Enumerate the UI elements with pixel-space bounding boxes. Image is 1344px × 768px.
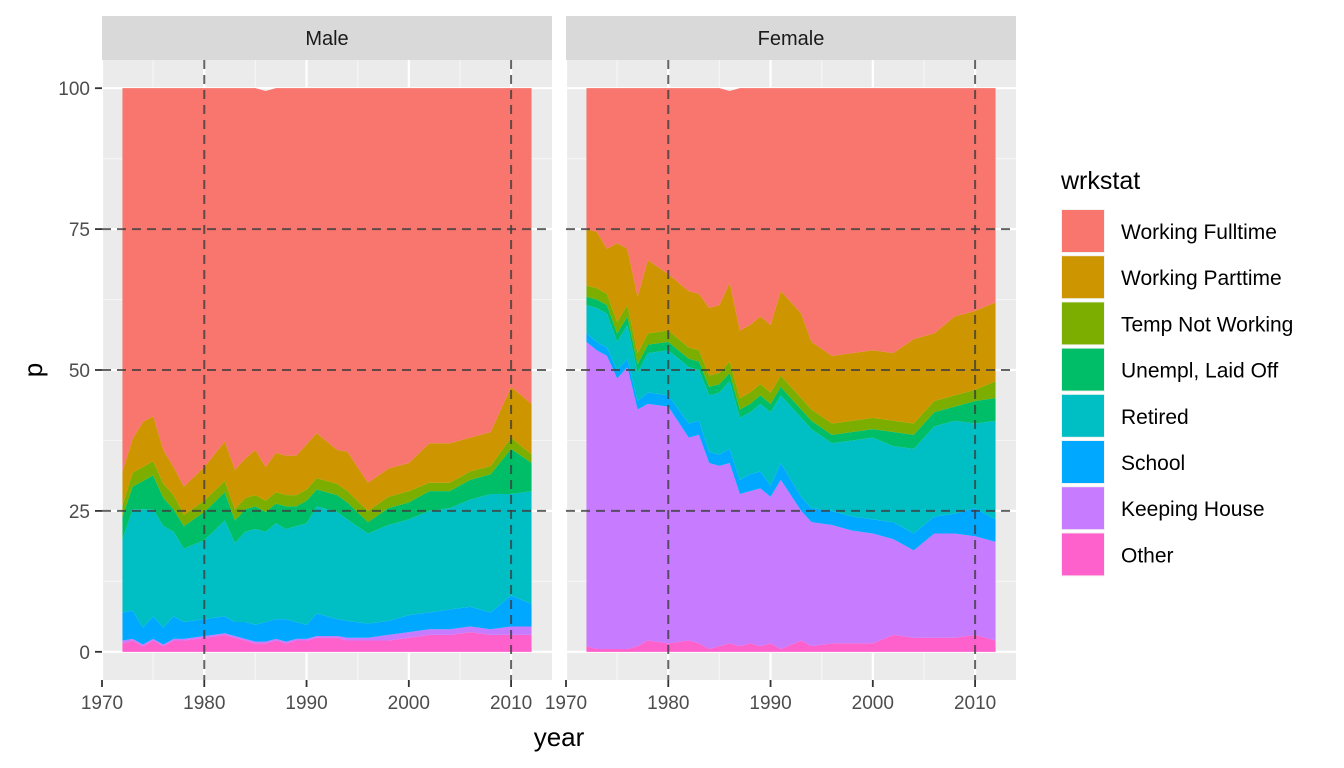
area-school-male [122,595,532,645]
x-tick-label: 1980 [647,693,689,714]
x-tick-label: 1970 [81,693,123,714]
area-working-fulltime-female [586,88,996,356]
legend-swatch-school [1062,441,1104,483]
x-tick-label: 2010 [954,693,996,714]
legend-items: Working Fulltime Working Parttime Temp Not… [1061,209,1293,577]
x-axis-male: 1970 1980 1990 2000 2010 [81,680,532,714]
panel-male: Male [100,16,552,680]
strip-label-male: Male [305,28,348,50]
area-school-female [586,333,996,551]
legend-label-temp-not-working: Temp Not Working [1121,313,1293,336]
x-axis-title: year [534,722,585,752]
legend-label-working-parttime: Working Parttime [1121,267,1282,290]
stacked-areas-male [122,88,532,652]
y-tick-label: 0 [79,643,90,664]
y-axis-title: p [18,363,48,377]
y-tick-label: 50 [69,361,90,382]
reference-lines-male [102,60,552,680]
legend-label-unempl-laid-off: Unempl, Laid Off [1121,360,1278,383]
area-temp-not-working-male [122,437,532,527]
x-tick-label: 1990 [285,693,327,714]
x-tick-label: 1980 [183,693,225,714]
strip-female [566,16,1016,60]
reference-lines-female [566,60,1016,680]
legend-label-school: School [1121,452,1185,475]
legend-label-other: Other [1121,544,1174,567]
x-tick-label: 2000 [388,693,430,714]
legend-label-retired: Retired [1121,406,1189,429]
legend-swatch-other [1062,533,1104,576]
legend-label-keeping-house: Keeping House [1121,498,1265,521]
strip-male [102,16,552,60]
legend-swatch-retired [1062,394,1104,437]
legend-title: wrkstat [1060,167,1140,195]
x-tick-label: 2000 [852,693,894,714]
area-working-parttime-male [122,386,532,515]
x-axis-female: 1970 1980 1990 2000 2010 [545,680,996,714]
legend-swatch-temp-not-working [1062,302,1104,345]
area-other-female [586,634,996,652]
legend-swatch-keeping-house [1062,487,1104,530]
y-axis: 0 25 50 75 100 [58,79,102,664]
area-unempl-laid-off-male [122,448,532,549]
legend-swatch-working-fulltime [1062,210,1104,252]
area-retired-male [122,491,532,628]
x-tick-label: 1970 [545,693,587,714]
legend-label-working-fulltime: Working Fulltime [1121,221,1277,244]
x-tick-label: 2010 [490,693,532,714]
area-keeping-house-male [122,626,532,647]
area-working-fulltime-male [122,88,532,487]
panel-female: Female [564,16,1016,680]
area-retired-female [586,305,996,534]
y-tick-label: 25 [69,502,90,523]
area-other-male [122,632,532,652]
stacked-areas-female [586,88,996,652]
legend-swatch-working-parttime [1062,256,1104,299]
strip-label-female: Female [758,28,825,50]
area-working-parttime-female [586,229,996,424]
y-tick-label: 75 [69,220,90,241]
legend: wrkstat Working Fulltime Working Parttime… [1060,167,1293,577]
y-tick-label: 100 [58,79,90,100]
legend-swatch-unempl-laid-off [1062,348,1104,391]
x-tick-label: 1990 [749,693,791,714]
